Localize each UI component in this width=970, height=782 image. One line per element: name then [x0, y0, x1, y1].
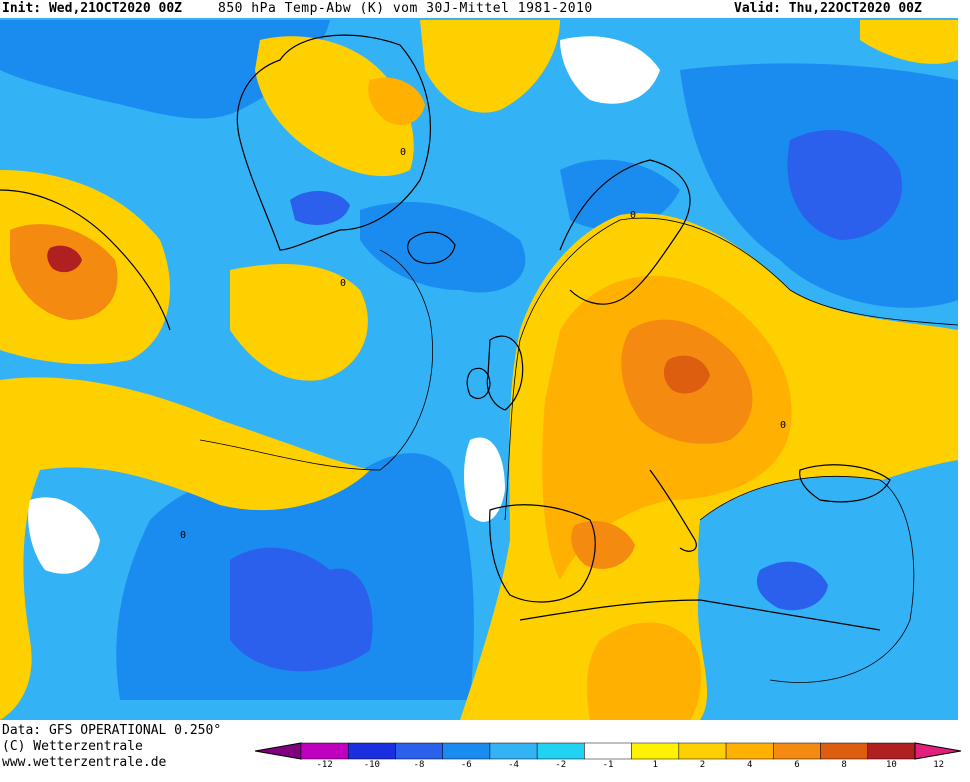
color-legend [255, 742, 962, 760]
neutral-zone-iceland [560, 36, 660, 104]
contour-label: 0 [780, 420, 786, 431]
iceland-coast [407, 231, 456, 265]
warm-anomaly-mid-atlantic [0, 377, 370, 720]
legend-cell [347, 742, 396, 760]
warm-anomaly-czech-max [663, 355, 710, 394]
warm-anomaly-greenland [255, 36, 414, 177]
contour-label: 0 [180, 530, 186, 541]
contour-line-europe [504, 217, 958, 521]
ireland-coast [466, 367, 491, 399]
cold-anomaly-mediterranean-core [756, 561, 828, 611]
map-title: 850 hPa Temp-Abw (K) vom 30J-Mittel 1981… [218, 1, 593, 16]
neutral-zone-west-atlantic [28, 497, 100, 574]
legend-tick-labels: -12 -10 -8 -6 -4 -2 -1 1 2 4 6 8 10 12 [255, 760, 963, 774]
north-africa-coast [519, 599, 881, 631]
legend-tick-label: 2 [699, 760, 706, 770]
contour-line-atlantic [199, 249, 433, 471]
neutral-zone-iberia-coast [464, 437, 505, 522]
cold-anomaly-arctic [0, 20, 330, 119]
contour-labels: 0 0 0 0 0 [180, 147, 786, 541]
warm-anomaly-barents [420, 20, 560, 113]
footer-info: Data: GFS OPERATIONAL 0.250° (C) Wetterz… [2, 723, 221, 771]
legend-cell [395, 742, 443, 760]
italy-coast [649, 469, 697, 552]
legend-tick-label: -6 [460, 760, 472, 770]
cold-anomaly-atlantic-core [230, 547, 373, 672]
warm-anomaly-africa [587, 622, 702, 720]
legend-cell [773, 742, 821, 760]
cold-anomaly-greenland-sea [360, 201, 526, 293]
cold-anomaly-greenland-core [290, 190, 350, 225]
legend-arrow-low [255, 742, 302, 760]
legend-cell [867, 742, 916, 760]
legend-tick-label: -10 [363, 760, 380, 770]
warm-anomaly-greenland-core [368, 77, 425, 125]
legend-cell [725, 742, 774, 760]
legend-cell [584, 742, 632, 760]
legend-tick-label: -12 [316, 760, 333, 770]
warm-anomaly-west-atlantic [230, 264, 368, 381]
warm-anomaly-labrador-max [47, 245, 82, 273]
legend-arrow-high [914, 742, 962, 760]
contour-label: 0 [340, 278, 346, 289]
legend-cell [631, 742, 680, 760]
data-source: Data: GFS OPERATIONAL 0.250° [2, 723, 222, 738]
black-sea-coast [799, 464, 891, 503]
iberia-coast [489, 504, 596, 603]
valid-time: Valid: Thu,22OCT2020 00Z [734, 1, 922, 16]
anomaly-map: 0 0 0 0 0 [0, 18, 958, 720]
legend-cells [300, 742, 916, 760]
legend-cell [442, 742, 491, 760]
legend-tick-label: 4 [746, 760, 753, 770]
map-svg: 0 0 0 0 0 [0, 18, 958, 720]
copyright: (C) Wetterzentrale [2, 739, 143, 754]
contour-line-mediterranean [699, 476, 915, 683]
legend-tick-label: -4 [508, 760, 519, 770]
legend-tick-label: 12 [933, 760, 945, 770]
contour-label: 0 [400, 147, 406, 158]
legend-cell [678, 742, 727, 760]
legend-cell [536, 742, 585, 760]
greenland-coast [236, 34, 431, 251]
scandinavia-coast [559, 159, 691, 305]
header-bar: Init: Wed,21OCT2020 00Z 850 hPa Temp-Abw… [0, 0, 970, 18]
legend-cell [300, 742, 349, 760]
cold-anomaly-scandinavia-north [560, 159, 680, 230]
coastlines [0, 34, 891, 631]
warm-anomaly-iberia [571, 521, 635, 569]
init-time: Init: Wed,21OCT2020 00Z [2, 1, 183, 16]
legend-tick-label: -2 [555, 760, 567, 770]
legend-cell [820, 742, 869, 760]
legend-tick-label: -1 [602, 760, 614, 770]
contour-label: 0 [630, 210, 636, 221]
labrador-coast [0, 189, 171, 331]
legend-tick-label: 6 [794, 760, 800, 770]
warm-anomaly-east-siberia [860, 20, 958, 64]
legend-tick-label: 1 [652, 760, 658, 770]
zero-contours [199, 217, 958, 683]
legend-tick-label: -8 [413, 760, 425, 770]
legend-tick-label: 8 [841, 760, 847, 770]
cold-anomaly-russia-core [787, 130, 902, 240]
british-isles-coast [486, 335, 524, 411]
legend-cell [489, 742, 538, 760]
website-link[interactable]: www.wetterzentrale.de [2, 755, 167, 770]
legend-tick-label: 10 [885, 760, 897, 770]
